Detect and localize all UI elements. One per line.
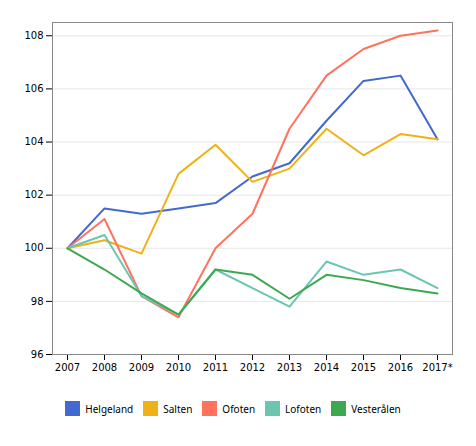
html-text:Helgeland: Helgeland	[85, 401, 134, 416]
svg-text:2010: 2010	[166, 362, 191, 373]
svg-text:106: 106	[24, 83, 43, 94]
svg-text:2008: 2008	[92, 362, 117, 373]
html-text:Salten: Salten	[163, 401, 193, 416]
svg-text:102: 102	[24, 189, 43, 200]
svg-text:108: 108	[24, 30, 43, 41]
svg-text:2015: 2015	[351, 362, 376, 373]
svg-text:2014: 2014	[314, 362, 339, 373]
svg-text:2009: 2009	[129, 362, 154, 373]
svg-text:100: 100	[24, 242, 43, 253]
svg-text:96: 96	[31, 349, 44, 360]
svg-text:2017*: 2017*	[422, 362, 452, 373]
html-text:Vesterålen: Vesterålen	[351, 401, 401, 416]
svg-text:2007: 2007	[55, 362, 80, 373]
svg-text:2011: 2011	[203, 362, 228, 373]
svg-text:98: 98	[31, 296, 44, 307]
html-text:Lofoten: Lofoten	[285, 401, 322, 416]
svg-text:2016: 2016	[388, 362, 413, 373]
svg-text:2013: 2013	[277, 362, 302, 373]
svg-text:2012: 2012	[240, 362, 265, 373]
svg-text:104: 104	[24, 136, 43, 147]
html-text:Ofoten: Ofoten	[222, 401, 256, 416]
